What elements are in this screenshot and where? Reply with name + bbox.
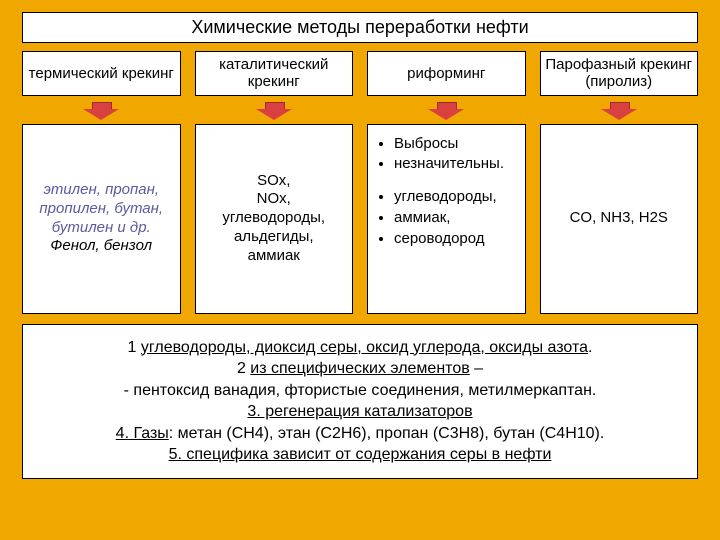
- methods-row: термический крекинг каталитический креки…: [22, 51, 698, 96]
- footer-line-2: 2 из специфических элементов –: [33, 358, 687, 380]
- footer-line-6: 5. специфика зависит от содержания серы …: [33, 444, 687, 466]
- footer-line-3: - пентоксид ванадия, фтористые соединени…: [33, 380, 687, 402]
- body-thermal-plain: Фенол, бензол: [27, 237, 176, 256]
- body-catalytic: SOx, NOx, углеводороды, альдегиды, аммиа…: [195, 124, 354, 314]
- arrow-down-icon: [599, 102, 639, 120]
- footer-line-1: 1 углеводороды, диоксид серы, оксид угле…: [33, 337, 687, 359]
- arrow-row: [22, 102, 698, 120]
- method-thermal: термический крекинг: [22, 51, 181, 96]
- body-pyrolysis: CO, NH3, H2S: [540, 124, 699, 314]
- arrow-down-icon: [81, 102, 121, 120]
- body-catalytic-text: SOx, NOx, углеводороды, альдегиды, аммиа…: [200, 172, 349, 266]
- method-pyrolysis: Парофазный крекинг (пиролиз): [540, 51, 699, 96]
- body-reforming-list: Выбросы незначительны. углеводороды, амм…: [372, 135, 521, 251]
- footer-line-5: 4. Газы: метан (СН4), этан (С2Н6), пропа…: [33, 423, 687, 445]
- footer-box: 1 углеводороды, диоксид серы, оксид угле…: [22, 324, 698, 480]
- title-text: Химические методы переработки нефти: [191, 17, 528, 37]
- title-bar: Химические методы переработки нефти: [22, 12, 698, 43]
- method-catalytic: каталитический крекинг: [195, 51, 354, 96]
- arrow-down-icon: [254, 102, 294, 120]
- body-pyrolysis-text: CO, NH3, H2S: [545, 209, 694, 228]
- footer-line-4: 3. регенерация катализаторов: [33, 401, 687, 423]
- arrow-down-icon: [426, 102, 466, 120]
- body-thermal: этилен, пропан, пропилен, бутан, бутилен…: [22, 124, 181, 314]
- body-thermal-italic: этилен, пропан, пропилен, бутан, бутилен…: [27, 181, 176, 237]
- body-row: этилен, пропан, пропилен, бутан, бутилен…: [22, 124, 698, 314]
- method-reforming: риформинг: [367, 51, 526, 96]
- slide: Химические методы переработки нефти терм…: [0, 0, 720, 540]
- body-reforming: Выбросы незначительны. углеводороды, амм…: [367, 124, 526, 314]
